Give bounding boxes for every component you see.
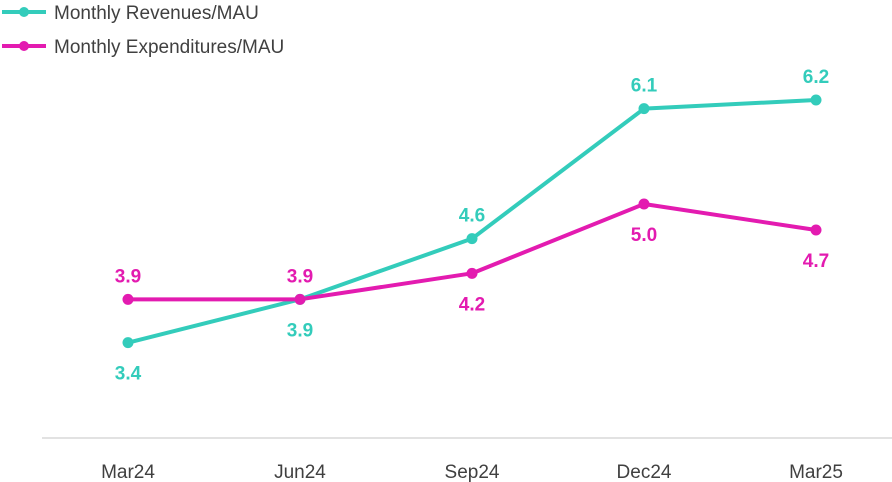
legend-marker-expenditures (19, 41, 29, 51)
data-label-expenditures-sep24: 4.2 (459, 294, 485, 315)
data-label-revenues-mar25: 6.2 (803, 67, 829, 88)
data-point-revenues-dec24 (638, 103, 650, 115)
series-data-labels: 3.4 3.9 4.6 6.1 6.2 3.9 3.9 4.2 5.0 4.7 (115, 67, 829, 385)
data-label-expenditures-jun24: 3.9 (287, 266, 313, 287)
data-point-expenditures-dec24 (638, 198, 650, 210)
data-label-revenues-sep24: 4.6 (459, 206, 485, 227)
legend: Monthly Revenues/MAU Monthly Expenditure… (2, 3, 284, 58)
data-point-expenditures-mar25 (810, 224, 822, 236)
data-point-expenditures-mar24 (122, 293, 134, 305)
x-tick-label-mar25: Mar25 (789, 462, 843, 482)
data-label-revenues-mar24: 3.4 (115, 364, 142, 385)
data-point-revenues-mar25 (810, 94, 822, 106)
data-point-revenues-sep24 (466, 233, 478, 245)
x-axis-tick-labels: Mar24 Jun24 Sep24 Dec24 Mar25 (101, 462, 843, 482)
legend-label-revenues: Monthly Revenues/MAU (54, 3, 259, 24)
data-label-revenues-dec24: 6.1 (631, 76, 658, 97)
data-label-expenditures-dec24: 5.0 (631, 225, 657, 246)
data-label-expenditures-mar24: 3.9 (115, 266, 141, 287)
legend-label-expenditures: Monthly Expenditures/MAU (54, 37, 284, 58)
data-point-expenditures-jun24 (294, 293, 306, 305)
data-label-expenditures-mar25: 4.7 (803, 251, 829, 272)
data-label-revenues-jun24: 3.9 (287, 320, 313, 341)
legend-marker-revenues (19, 7, 29, 17)
x-tick-label-mar24: Mar24 (101, 462, 155, 482)
x-tick-label-dec24: Dec24 (617, 462, 672, 482)
data-point-revenues-mar24 (122, 337, 134, 349)
x-tick-label-sep24: Sep24 (445, 462, 500, 482)
data-point-expenditures-sep24 (466, 267, 478, 279)
series-points (122, 94, 822, 349)
x-tick-label-jun24: Jun24 (274, 462, 326, 482)
